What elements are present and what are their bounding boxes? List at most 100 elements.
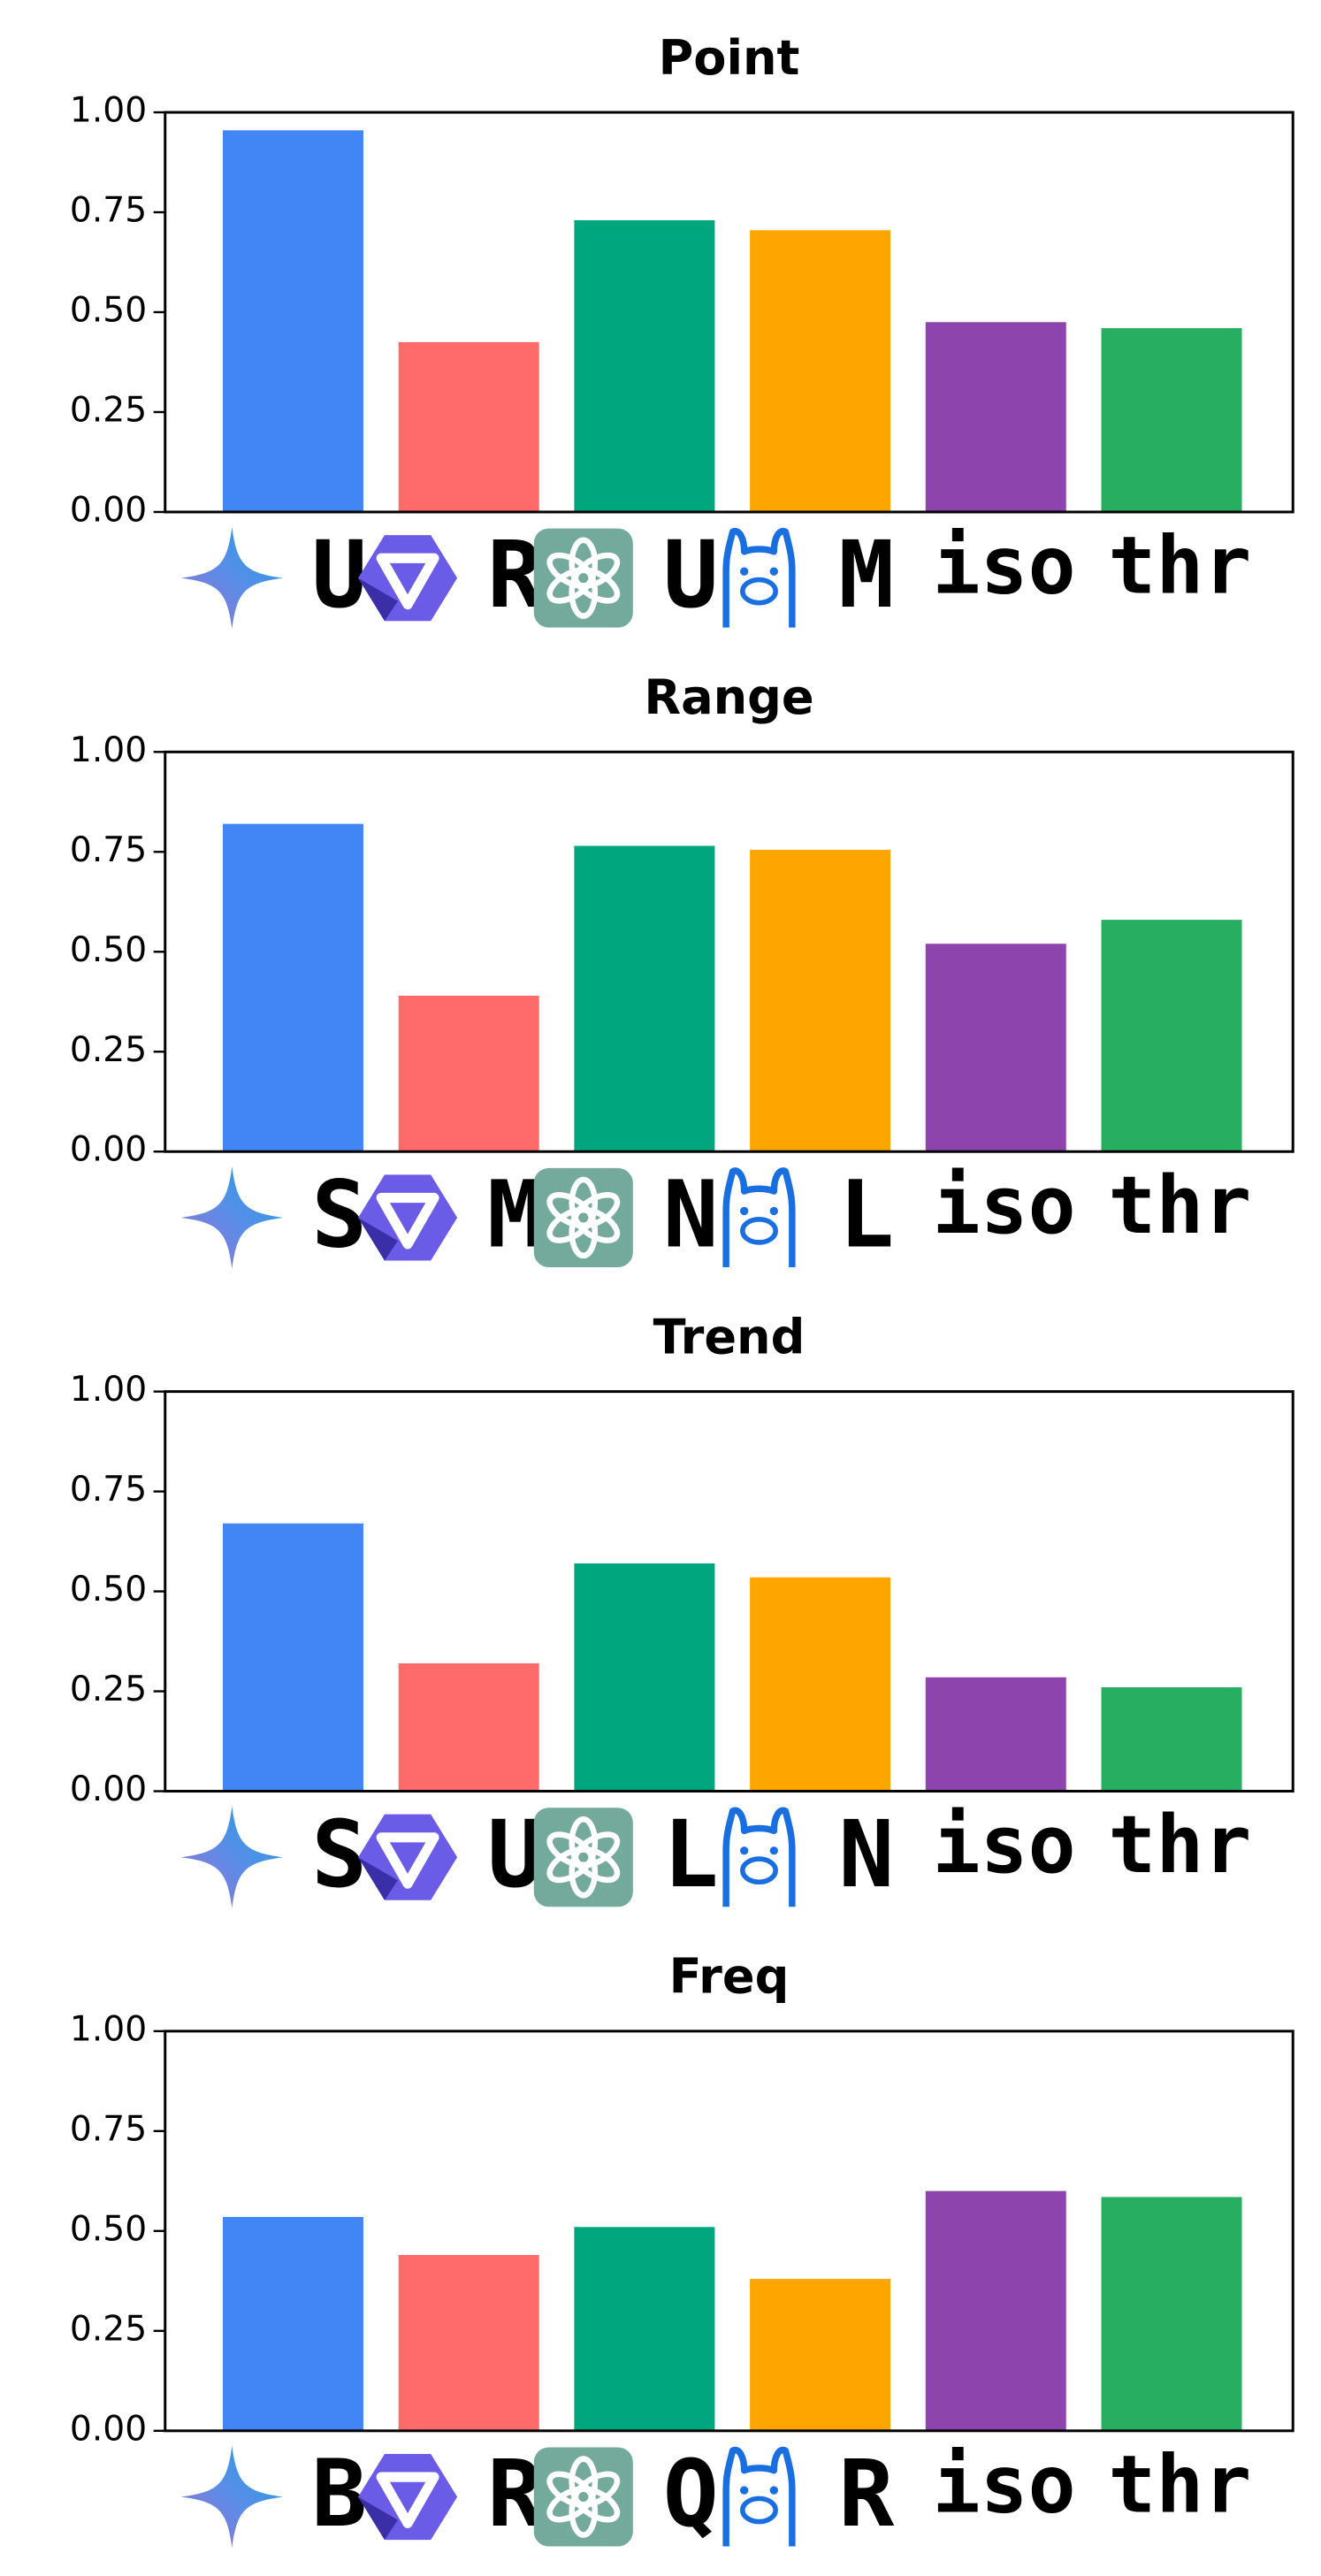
icon-shape	[740, 2486, 749, 2495]
x-tick-label: L	[663, 1800, 719, 1908]
bar	[574, 2227, 715, 2431]
llama-icon	[722, 528, 796, 628]
bar	[925, 322, 1066, 512]
x-tick-label: thr	[1108, 1160, 1251, 1252]
y-tick-label: 0.25	[70, 1030, 147, 1070]
y-tick-label: 0.75	[70, 830, 147, 870]
bar	[925, 944, 1066, 1152]
bar	[398, 2254, 539, 2431]
icon-shape	[533, 528, 633, 628]
chart-title: Freq	[669, 1949, 790, 2005]
icon-shape	[769, 567, 778, 576]
icon-shape	[740, 1206, 749, 1216]
axes-frame	[164, 750, 1294, 1153]
gemini-icon	[180, 526, 284, 630]
icon-shape	[533, 2447, 633, 2547]
y-tick-label: 0.75	[70, 2109, 147, 2149]
icon-shape	[180, 2445, 284, 2549]
bar	[925, 2190, 1066, 2431]
icon-shape	[740, 567, 749, 576]
icon-shape	[769, 2486, 778, 2495]
x-tick-label: U	[663, 521, 719, 629]
bar	[223, 130, 363, 512]
y-tick-label: 0.50	[70, 930, 147, 970]
bar	[750, 2279, 891, 2431]
x-tick-label: Q	[663, 2440, 719, 2548]
icon-shape	[180, 526, 284, 630]
openai-icon	[533, 1808, 633, 1907]
qwen-icon	[358, 1814, 458, 1900]
bar	[1101, 328, 1242, 512]
bar	[925, 1677, 1066, 1792]
icon-shape	[722, 1167, 796, 1267]
bar	[750, 230, 891, 512]
y-tick-label: 0.00	[70, 1130, 147, 1170]
bar	[750, 850, 891, 1152]
icon-shape	[358, 1217, 398, 1261]
gemini-icon	[180, 2445, 284, 2549]
y-tick-label: 0.25	[70, 1670, 147, 1709]
chart-title: Range	[644, 669, 813, 725]
x-tick-label: B	[311, 2440, 367, 2548]
x-tick-label: thr	[1108, 1800, 1251, 1892]
icon-shape	[769, 1846, 778, 1855]
x-tick-label: L	[838, 1160, 894, 1268]
x-tick-label: iso	[933, 1800, 1076, 1892]
icon-shape	[376, 2472, 439, 2528]
x-tick-label: R	[487, 521, 543, 629]
icon-shape	[769, 1206, 778, 1216]
x-tick-label: R	[838, 2440, 894, 2548]
y-tick-label: 0.75	[70, 1470, 147, 1510]
icon-shape	[180, 1806, 284, 1909]
y-tick-label: 1.00	[70, 1370, 147, 1410]
x-tick-label: iso	[933, 2439, 1076, 2531]
axes-frame	[164, 1390, 1294, 1793]
llama-icon	[722, 1167, 796, 1267]
icon-shape	[546, 1831, 595, 1869]
y-tick-label: 1.00	[70, 91, 147, 131]
bar	[750, 1577, 891, 1792]
y-tick-label: 0.50	[70, 1570, 147, 1609]
y-tick-label: 0.75	[70, 191, 147, 231]
bar	[223, 1523, 363, 1792]
chart-title: Point	[659, 30, 800, 86]
llama-icon	[722, 2446, 796, 2547]
bar	[223, 2217, 363, 2431]
y-tick-label: 0.00	[70, 1770, 147, 1809]
x-tick-label: N	[663, 1160, 719, 1268]
icon-shape	[722, 528, 796, 628]
qwen-icon	[358, 1174, 458, 1261]
bar	[398, 1663, 539, 1792]
x-tick-label: iso	[933, 1160, 1076, 1252]
x-tick-label: iso	[933, 521, 1076, 613]
bar	[1101, 920, 1242, 1152]
x-tick-label: thr	[1108, 2439, 1251, 2531]
bar	[574, 845, 715, 1152]
bar	[1101, 1687, 1242, 1792]
gemini-icon	[180, 1166, 284, 1269]
axes-frame	[164, 2029, 1294, 2433]
icon-shape	[740, 1217, 778, 1245]
x-tick-label: S	[311, 1160, 367, 1268]
qwen-icon	[358, 535, 458, 622]
icon-shape	[376, 553, 439, 610]
icon-shape	[358, 2496, 398, 2541]
x-tick-label: U	[311, 521, 367, 629]
chart-title: Trend	[653, 1309, 806, 1364]
icon-shape	[533, 1167, 633, 1267]
x-tick-label: S	[311, 1800, 367, 1908]
openai-icon	[533, 528, 633, 628]
x-tick-label: R	[487, 2440, 543, 2548]
bar	[574, 220, 715, 512]
y-tick-label: 0.25	[70, 2309, 147, 2349]
x-tick-label: N	[838, 1800, 894, 1908]
x-tick-label: M	[487, 1160, 543, 1268]
qwen-icon	[358, 2453, 458, 2541]
icon-shape	[546, 552, 595, 589]
x-tick-label: U	[487, 1800, 543, 1908]
gemini-icon	[180, 1806, 284, 1909]
icon-shape	[358, 1857, 398, 1900]
bar	[223, 823, 363, 1152]
